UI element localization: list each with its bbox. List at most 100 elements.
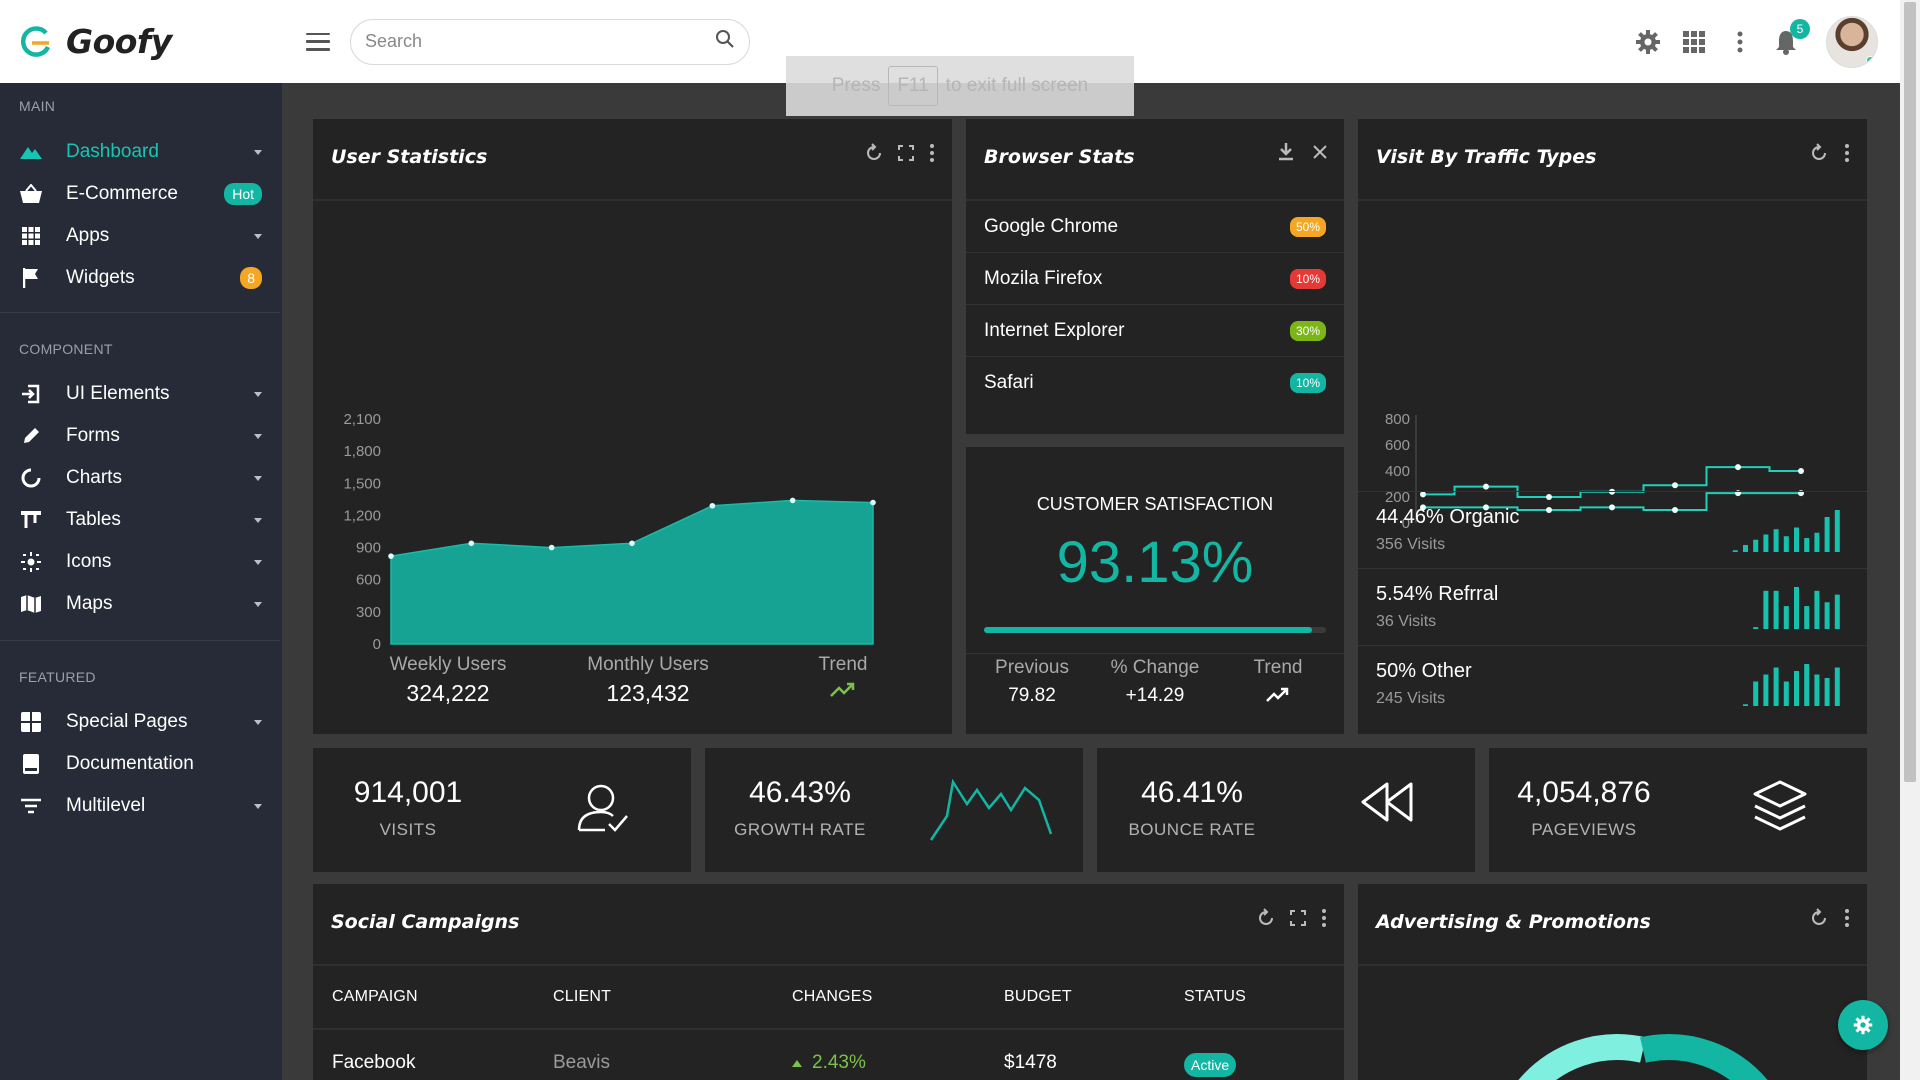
- user-statistics-card: User Statistics 0 300 600 900 1,200 1,500 1,80…: [313, 119, 952, 734]
- sidebar-item-ui-elements[interactable]: UI Elements: [0, 373, 280, 415]
- more-vertical-icon[interactable]: [1843, 144, 1851, 162]
- column-header-status[interactable]: STATUS: [1184, 988, 1246, 1005]
- refresh-icon[interactable]: [864, 143, 884, 163]
- browser-row-safari: Safari 10%: [966, 357, 1344, 409]
- data-point: [870, 499, 876, 506]
- more-vertical-icon[interactable]: [1320, 909, 1328, 927]
- data-point: [709, 502, 716, 509]
- change-stat: % Change +14.29: [1095, 657, 1215, 707]
- data-point: [1483, 504, 1489, 511]
- refresh-icon[interactable]: [1809, 908, 1829, 928]
- sparkle-icon: [16, 552, 46, 572]
- stat-value: 123,432: [606, 680, 690, 706]
- chevron-down-icon: [254, 475, 262, 481]
- sidebar-item-documentation[interactable]: Documentation: [0, 743, 280, 785]
- apps-grid-icon[interactable]: [1680, 28, 1708, 56]
- spark-bar: [1794, 527, 1799, 552]
- y-tick-label: 800: [1385, 411, 1410, 428]
- data-point: [1798, 468, 1804, 474]
- column-header-client[interactable]: CLIENT: [553, 988, 612, 1005]
- scrollbar-thumb[interactable]: [1904, 2, 1916, 782]
- sidebar-item-label: Charts: [66, 467, 122, 488]
- card-title: Advertising & Promotions: [1376, 911, 1651, 933]
- kpi-bounce-rate: 46.41% BOUNCE RATE: [1097, 748, 1475, 872]
- sidebar-item-label: Special Pages: [66, 711, 188, 732]
- spark-bar: [1763, 590, 1769, 629]
- area-fill: [390, 499, 874, 645]
- sidebar-item-label: Tables: [66, 509, 121, 530]
- refresh-icon[interactable]: [1256, 908, 1276, 928]
- search-input[interactable]: [365, 31, 715, 52]
- kpi-label: BOUNCE RATE: [1128, 820, 1256, 839]
- menu-toggle-icon[interactable]: [306, 32, 330, 51]
- sidebar-item-icons[interactable]: Icons: [0, 541, 280, 583]
- rewind-icon: [1359, 780, 1415, 829]
- sidebar-item-multilevel[interactable]: Multilevel: [0, 785, 280, 827]
- y-tick-label: 600: [1385, 437, 1410, 454]
- user-avatar[interactable]: [1826, 15, 1878, 68]
- stat-label: Trend: [1253, 657, 1303, 678]
- more-vertical-icon[interactable]: [1726, 28, 1754, 56]
- column-header-changes[interactable]: CHANGES: [792, 988, 873, 1005]
- sidebar-item-tables[interactable]: Tables: [0, 499, 280, 541]
- data-point: [1609, 504, 1615, 511]
- spark-bar: [1824, 602, 1830, 629]
- download-icon[interactable]: [1278, 143, 1294, 161]
- spark-bar: [1732, 550, 1738, 552]
- kpi-value: 914,001: [353, 776, 463, 809]
- spark-bar: [1794, 587, 1799, 629]
- data-point: [1420, 491, 1426, 498]
- sidebar-item-apps[interactable]: Apps: [0, 215, 280, 257]
- spark-bar: [1763, 534, 1769, 552]
- sidebar-item-charts[interactable]: Charts: [0, 457, 280, 499]
- card-title: Browser Stats: [984, 146, 1135, 168]
- table-icon: [16, 511, 46, 529]
- sidebar-item-ecommerce[interactable]: E-Commerce Hot: [0, 173, 280, 215]
- kpi-visits: 914,001 VISITS: [313, 748, 691, 872]
- layers-icon: [1753, 780, 1807, 837]
- search-icon[interactable]: [715, 29, 735, 54]
- close-icon[interactable]: [1312, 144, 1328, 160]
- spark-bar: [1743, 545, 1748, 552]
- more-vertical-icon[interactable]: [928, 144, 936, 162]
- sidebar-item-widgets[interactable]: Widgets 8: [0, 257, 280, 299]
- sidebar-item-label: Maps: [66, 593, 113, 614]
- card-divider: [1358, 199, 1867, 201]
- sidebar-item-special-pages[interactable]: Special Pages: [0, 701, 280, 743]
- spark-bar: [1834, 594, 1840, 629]
- chevron-down-icon: [254, 433, 262, 439]
- more-vertical-icon[interactable]: [1843, 909, 1851, 927]
- settings-gear-icon[interactable]: [1634, 28, 1662, 56]
- spark-bar: [1804, 538, 1810, 552]
- brand-name: Goofy: [66, 22, 172, 61]
- card-divider: [313, 964, 1344, 966]
- browser-name: Internet Explorer: [984, 319, 1125, 341]
- fullscreen-icon[interactable]: [898, 145, 914, 161]
- traffic-row-other: 50% Other 245 Visits: [1358, 645, 1867, 721]
- spark-bar: [1753, 627, 1759, 629]
- notification-bell-icon[interactable]: 5: [1772, 18, 1810, 56]
- card-divider: [313, 199, 952, 201]
- refresh-icon[interactable]: [1809, 143, 1829, 163]
- y-tick-label: 0: [1402, 515, 1410, 529]
- browser-name: Google Chrome: [984, 215, 1119, 237]
- sidebar-item-dashboard[interactable]: Dashboard: [0, 131, 280, 173]
- data-point: [388, 553, 394, 559]
- sidebar-item-label: UI Elements: [66, 383, 170, 404]
- browser-share-pill: 30%: [1289, 320, 1326, 341]
- y-tick-label: 600: [356, 572, 381, 589]
- sidebar-item-maps[interactable]: Maps: [0, 583, 280, 625]
- brand-logo[interactable]: Goofy: [0, 22, 280, 61]
- stat-label: Monthly Users: [587, 654, 709, 675]
- filter-icon: [16, 798, 46, 814]
- page-scrollbar[interactable]: [1900, 0, 1920, 1080]
- fullscreen-icon[interactable]: [1290, 910, 1306, 926]
- map-icon: [16, 595, 46, 613]
- column-header-budget[interactable]: BUDGET: [1004, 988, 1072, 1005]
- settings-fab-button[interactable]: [1838, 1000, 1888, 1050]
- column-header-campaign[interactable]: CAMPAIGN: [332, 988, 418, 1005]
- traffic-title: 44.46% Organic: [1376, 506, 1520, 528]
- traffic-visits: 356 Visits: [1376, 536, 1446, 553]
- sidebar-item-forms[interactable]: Forms: [0, 415, 280, 457]
- spark-bar: [1753, 539, 1759, 552]
